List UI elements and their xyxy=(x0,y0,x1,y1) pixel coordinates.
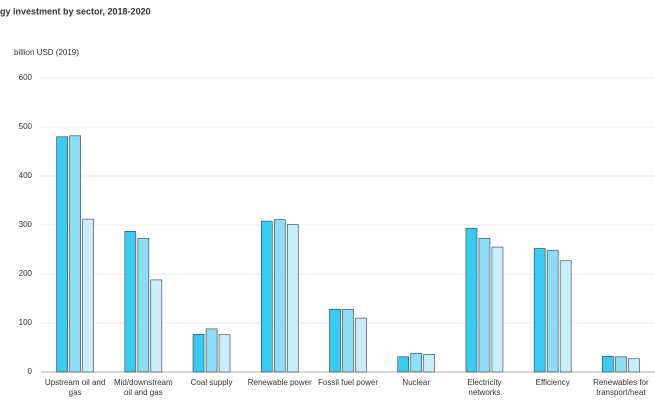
bar xyxy=(342,308,354,373)
bar xyxy=(137,237,150,373)
bar xyxy=(82,218,94,373)
bar xyxy=(150,279,163,373)
bar xyxy=(205,328,218,373)
x-tick-label: Coal supply xyxy=(190,378,233,387)
x-tick-label: Renewables for transport/heat xyxy=(593,378,649,397)
x-tick-label: Renewable power xyxy=(247,378,312,387)
bar xyxy=(286,224,299,373)
bar xyxy=(628,358,640,373)
bar xyxy=(355,317,367,373)
y-tick-label: 500 xyxy=(19,122,33,131)
bar xyxy=(124,231,137,373)
bar xyxy=(465,228,478,373)
bar xyxy=(273,219,286,373)
bar xyxy=(192,333,205,373)
bar xyxy=(533,248,546,373)
y-tick-label: 200 xyxy=(19,269,33,278)
y-axis-label: billion USD (2019) xyxy=(14,48,79,57)
bar xyxy=(397,356,410,373)
bar xyxy=(478,237,491,373)
bar xyxy=(615,356,627,373)
y-tick-label: 0 xyxy=(28,367,33,376)
y-tick-label: 600 xyxy=(19,73,33,82)
y-tick-label: 300 xyxy=(19,220,33,229)
bar xyxy=(602,356,614,373)
x-tick-label: Mid/downstream oil and gas xyxy=(113,378,173,397)
chart-title: gy investment by sector, 2018-2020 xyxy=(0,6,151,16)
x-tick-label: Electricity networks xyxy=(467,378,502,397)
y-tick-label: 400 xyxy=(19,171,33,180)
bar xyxy=(546,250,559,373)
x-tick-label: Efficiency xyxy=(535,378,570,387)
bar xyxy=(329,308,341,373)
bar xyxy=(218,334,231,373)
bar xyxy=(423,354,436,373)
bar xyxy=(56,136,68,373)
bar xyxy=(410,353,423,373)
x-tick-label: Nuclear xyxy=(402,378,430,387)
bar xyxy=(69,135,81,373)
x-tick-label: Fossil fuel power xyxy=(317,378,379,387)
bar xyxy=(559,260,572,373)
bar xyxy=(260,220,273,373)
bar xyxy=(491,246,504,373)
y-tick-label: 100 xyxy=(19,318,33,327)
x-tick-label: Upstream oil and gas xyxy=(44,378,106,397)
